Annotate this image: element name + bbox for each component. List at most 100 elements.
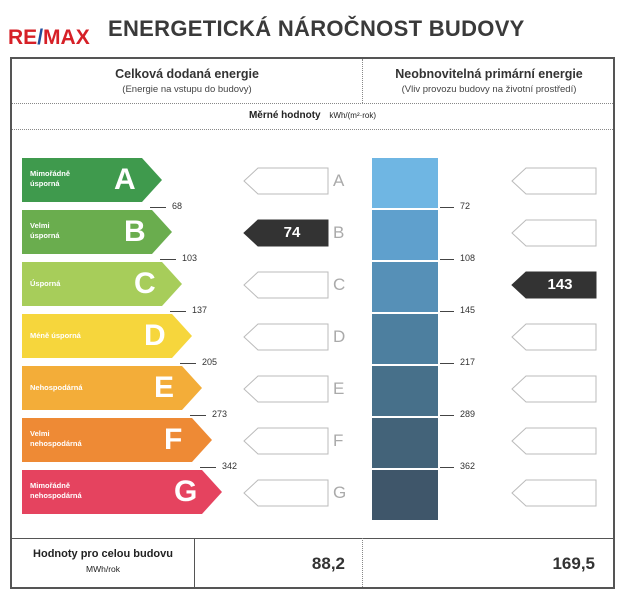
right-threshold-tick	[440, 363, 454, 364]
left-threshold-tick	[160, 259, 176, 260]
class-label-c: Úsporná	[30, 279, 61, 288]
specific-values-unit: kWh/(m²·rok)	[329, 111, 377, 120]
left-header-subtitle: (Energie na vstupu do budovy)	[122, 84, 252, 95]
class-label-b: Velmi úsporná	[30, 221, 60, 240]
class-letter-b: B	[124, 215, 146, 248]
class-arrow-a	[22, 158, 162, 202]
class-letter-a: A	[114, 163, 136, 196]
left-class-letter-c: C	[333, 275, 346, 294]
class-arrow-e	[22, 366, 202, 410]
right-indicator-a	[511, 167, 597, 195]
class-arrow-b	[22, 210, 172, 254]
left-indicator-f	[243, 427, 329, 455]
left-threshold-tick	[170, 311, 186, 312]
specific-values-row: Měrné hodnoty kWh/(m²·rok)	[12, 110, 613, 121]
class-letter-g: G	[174, 475, 198, 508]
left-indicator-value: 74	[283, 224, 301, 241]
class-arrow-f	[22, 418, 212, 462]
remax-logo: RE/MAX	[8, 26, 90, 49]
primary-bar-separator	[372, 208, 438, 210]
totals-top-line	[12, 538, 613, 539]
left-threshold-value: 342	[222, 461, 238, 471]
class-arrow-d	[22, 314, 192, 358]
right-indicator-d	[511, 323, 597, 351]
right-threshold-tick	[440, 311, 454, 312]
right-threshold-value: 108	[460, 253, 476, 263]
left-class-letter-g: G	[333, 483, 347, 502]
left-indicator-g	[243, 479, 329, 507]
primary-bar-separator	[372, 260, 438, 262]
left-threshold-value: 137	[192, 305, 208, 315]
right-threshold-tick	[440, 467, 454, 468]
total-delivered-energy: 88,2	[311, 554, 345, 573]
left-indicator-a	[243, 167, 329, 195]
right-indicator-value: 143	[547, 276, 573, 293]
left-indicator-c	[243, 271, 329, 299]
class-label-f: Velmi nehospodárná	[30, 429, 82, 448]
left-threshold-tick	[180, 363, 196, 364]
left-threshold-value: 273	[212, 409, 228, 419]
primary-bar-segment-b	[372, 210, 438, 260]
right-threshold-tick	[440, 259, 454, 260]
primary-bar-segment-d	[372, 314, 438, 364]
total-primary-energy: 169,5	[552, 554, 595, 573]
left-indicator-e	[243, 375, 329, 403]
left-class-letter-e: E	[333, 379, 345, 398]
right-threshold-value: 217	[460, 357, 476, 367]
right-indicator-b	[511, 219, 597, 247]
totals-unit: MWh/rok	[86, 564, 120, 574]
right-indicator-g	[511, 479, 597, 507]
right-indicator-c	[511, 271, 597, 299]
left-indicator-d	[243, 323, 329, 351]
left-threshold-tick	[150, 207, 166, 208]
right-header-title: Neobnovitelná primární energie	[395, 67, 583, 81]
left-threshold-value: 103	[182, 253, 198, 263]
class-letter-d: D	[144, 319, 166, 352]
right-threshold-value: 145	[460, 305, 476, 315]
class-arrow-c	[22, 262, 182, 306]
primary-bar-separator	[372, 312, 438, 314]
class-label-e: Nehospodárná	[30, 383, 83, 392]
left-class-letter-d: D	[333, 327, 346, 346]
primary-bar-segment-g	[372, 470, 438, 520]
left-class-letter-f: F	[333, 431, 344, 450]
left-class-letter-a: A	[333, 171, 345, 190]
primary-bar-separator	[372, 468, 438, 470]
right-indicator-f	[511, 427, 597, 455]
header-divider	[362, 59, 363, 103]
page-title: ENERGETICKÁ NÁROČNOST BUDOVY	[108, 16, 525, 41]
primary-bar-segment-c	[372, 262, 438, 312]
certificate-frame	[10, 57, 615, 589]
right-threshold-value: 362	[460, 461, 476, 471]
left-indicator-b	[243, 219, 329, 247]
left-header-title: Celková dodaná energie	[115, 67, 259, 81]
right-threshold-tick	[440, 415, 454, 416]
class-label-g: Mimořádně nehospodárná	[30, 481, 82, 500]
class-label-d: Méně úsporná	[30, 331, 81, 340]
totals-divider-1	[194, 538, 195, 587]
primary-bar-separator	[372, 364, 438, 366]
left-threshold-tick	[190, 415, 206, 416]
class-letter-e: E	[154, 371, 175, 404]
left-threshold-value: 205	[202, 357, 218, 367]
right-threshold-value: 289	[460, 409, 476, 419]
totals-label: Hodnoty pro celou budovu	[33, 548, 173, 560]
class-letter-c: C	[134, 267, 156, 300]
class-letter-f: F	[164, 423, 183, 456]
primary-bar-segment-e	[372, 366, 438, 416]
header-bottom-line	[12, 103, 613, 104]
right-header-subtitle: (Vliv provozu budovy na životní prostřed…	[401, 84, 577, 95]
totals-divider-2	[362, 538, 363, 587]
primary-bar-segment-f	[372, 418, 438, 468]
class-arrow-g	[22, 470, 222, 514]
primary-bar-separator	[372, 416, 438, 418]
left-class-letter-b: B	[333, 223, 345, 242]
right-threshold-tick	[440, 207, 454, 208]
specific-bottom-line	[12, 129, 613, 130]
primary-bar-segment-a	[372, 158, 438, 208]
specific-values-label: Měrné hodnoty	[248, 110, 321, 121]
right-threshold-value: 72	[460, 201, 471, 211]
left-threshold-tick	[200, 467, 216, 468]
right-indicator-e	[511, 375, 597, 403]
